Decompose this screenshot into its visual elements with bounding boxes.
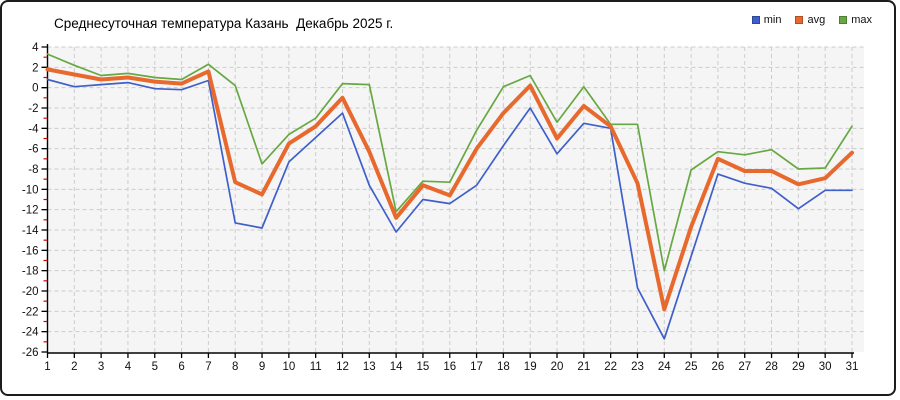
temperature-line-chart: 420-2-4-6-8-10-12-14-16-18-20-22-24-26 1… — [22, 42, 864, 373]
svg-text:30: 30 — [819, 361, 832, 373]
legend-item-avg: avg — [795, 14, 825, 26]
legend-item-min: min — [751, 14, 782, 26]
svg-text:-24: -24 — [22, 327, 39, 339]
max-series-line — [46, 53, 853, 272]
svg-text:21: 21 — [577, 361, 590, 373]
svg-text:-26: -26 — [22, 347, 39, 359]
y-axis-labels: 4 2 0 -2 -4 -6 -8 -10 -12 -14 -16 -18 -20 -22 -24 -26 — [22, 42, 39, 359]
svg-text:7: 7 — [205, 361, 211, 373]
svg-text:-20: -20 — [22, 286, 39, 298]
legend-item-max: max — [839, 14, 872, 26]
svg-text:24: 24 — [658, 361, 671, 373]
y-axis-ticks — [41, 46, 48, 353]
svg-text:8: 8 — [232, 361, 238, 373]
svg-text:-18: -18 — [22, 266, 39, 278]
svg-text:19: 19 — [524, 361, 537, 373]
svg-text:18: 18 — [497, 361, 510, 373]
svg-text:-6: -6 — [28, 144, 38, 156]
svg-text:11: 11 — [310, 361, 322, 373]
svg-text:4: 4 — [32, 42, 39, 54]
svg-text:-2: -2 — [28, 103, 38, 115]
svg-text:10: 10 — [282, 361, 295, 373]
svg-text:20: 20 — [551, 361, 564, 373]
svg-text:31: 31 — [846, 361, 859, 373]
legend-label-avg: avg — [807, 14, 826, 26]
svg-text:-12: -12 — [22, 205, 39, 217]
svg-text:13: 13 — [363, 361, 376, 373]
avg-series-line — [45, 67, 854, 312]
svg-text:9: 9 — [259, 361, 265, 373]
avg-swatch-icon — [795, 16, 804, 24]
svg-text:2: 2 — [71, 361, 77, 373]
svg-text:22: 22 — [604, 361, 617, 373]
svg-text:-8: -8 — [28, 164, 38, 176]
svg-text:14: 14 — [390, 361, 403, 373]
svg-text:16: 16 — [443, 361, 456, 373]
svg-text:-4: -4 — [28, 123, 39, 135]
svg-text:3: 3 — [98, 361, 104, 373]
svg-text:2: 2 — [32, 62, 38, 74]
svg-text:15: 15 — [417, 361, 430, 373]
svg-text:4: 4 — [125, 361, 132, 373]
svg-text:6: 6 — [178, 361, 184, 373]
svg-text:27: 27 — [738, 361, 751, 373]
svg-text:26: 26 — [712, 361, 725, 373]
svg-text:5: 5 — [152, 361, 158, 373]
min-swatch-icon — [751, 16, 760, 24]
legend: min avg max — [751, 14, 872, 26]
x-axis-ticks — [46, 353, 853, 358]
legend-label-min: min — [763, 14, 782, 26]
svg-text:-14: -14 — [22, 225, 39, 237]
svg-text:29: 29 — [792, 361, 805, 373]
min-series-line — [46, 78, 853, 340]
svg-text:0: 0 — [32, 83, 38, 95]
x-axis-labels: 1 2 3 4 5 6 7 8 9 10 11 12 13 14 15 16 17 18 19 20 21 22 23 24 2… — [44, 361, 858, 373]
svg-text:12: 12 — [336, 361, 349, 373]
svg-text:-16: -16 — [22, 245, 39, 257]
svg-text:25: 25 — [685, 361, 698, 373]
svg-text:17: 17 — [470, 361, 483, 373]
gridlines — [47, 46, 864, 352]
chart-title: Среднесуточная температура Казань Декабр… — [54, 16, 394, 31]
svg-text:-10: -10 — [22, 184, 39, 196]
svg-text:1: 1 — [44, 361, 50, 373]
svg-text:28: 28 — [765, 361, 778, 373]
max-swatch-icon — [839, 16, 848, 24]
svg-text:-22: -22 — [22, 306, 39, 318]
svg-text:23: 23 — [631, 361, 644, 373]
legend-label-max: max — [851, 14, 872, 26]
